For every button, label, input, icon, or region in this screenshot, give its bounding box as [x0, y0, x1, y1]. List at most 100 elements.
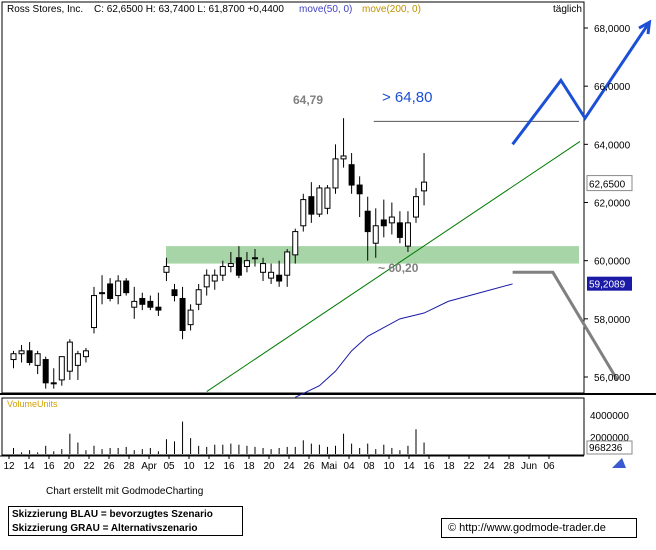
candle-up — [131, 300, 138, 308]
candle-up — [243, 260, 250, 267]
trendline — [206, 141, 581, 392]
ma50-price-box — [587, 276, 632, 291]
candle-up — [187, 309, 194, 326]
candle-up — [203, 274, 210, 288]
volume-tick-label: 4000000 — [590, 411, 629, 422]
legend-blue-scenario: Skizzierung BLAU = bevorzugtes Szenario — [12, 509, 213, 520]
scenario-blue-line — [511, 21, 651, 146]
y-tick-label: 58,0000 — [594, 315, 631, 326]
candle-up — [195, 289, 202, 305]
y-tick-label: 64,0000 — [594, 140, 631, 151]
candle-down — [171, 289, 178, 297]
x-tick-label: 26 — [303, 461, 315, 472]
target-label: > 64,80 — [382, 89, 432, 106]
y-tick-label: 66,0000 — [594, 82, 631, 93]
candle-down — [42, 359, 49, 384]
x-tick-label: 12 — [3, 461, 15, 472]
volume-panel-frame — [1, 397, 585, 456]
source-url[interactable]: © http://www.godmode-trader.de — [441, 518, 637, 538]
candle-up — [66, 341, 73, 372]
x-tick-label: 28 — [123, 461, 135, 472]
candle-down — [26, 350, 33, 363]
candle-down — [364, 210, 371, 233]
candle-up — [82, 350, 89, 358]
x-tick-label: Mai — [321, 461, 337, 472]
candle-up — [34, 353, 41, 366]
candle-up — [316, 187, 323, 215]
candle-up — [300, 199, 307, 227]
candle-up — [10, 353, 17, 361]
x-tick-label: 10 — [383, 461, 395, 472]
x-tick-label: 18 — [243, 461, 255, 472]
candle-down — [348, 164, 355, 186]
volume-title: VolumeUnits — [7, 399, 58, 409]
volume-tick-label: 2000000 — [590, 433, 629, 444]
candle-up — [115, 280, 122, 297]
y-tick-label: 68,0000 — [594, 24, 631, 35]
x-tick-label: 26 — [103, 461, 115, 472]
x-tick-label: 20 — [63, 461, 75, 472]
candle-down — [179, 297, 186, 331]
x-tick-label: 16 — [223, 461, 235, 472]
x-tick-label: 22 — [83, 461, 95, 472]
candle-down — [155, 306, 162, 311]
scroll-icon — [612, 458, 626, 468]
candle-down — [380, 219, 387, 227]
x-tick-label: 10 — [183, 461, 195, 472]
candle-up — [404, 222, 411, 247]
x-tick-label: 14 — [403, 461, 415, 472]
x-tick-label: 04 — [343, 461, 355, 472]
scenario-legend: Skizzierung BLAU = bevorzugtes Szenario … — [8, 506, 243, 536]
support-band — [166, 246, 579, 264]
resistance-label: 64,79 — [293, 93, 323, 107]
price-panel-frame — [1, 1, 585, 394]
candle-up — [50, 382, 57, 385]
chart-credit: Chart erstellt mit GodmodeCharting — [46, 486, 204, 497]
last-price-box — [586, 175, 633, 192]
x-tick-label: Jun — [521, 461, 537, 472]
ma50-legend: move(50, 0) — [299, 4, 352, 15]
x-tick-label: 12 — [203, 461, 215, 472]
x-tick-label: 24 — [283, 461, 295, 472]
y-tick-label: 62,0000 — [594, 199, 631, 210]
scenario-gray-line — [512, 270, 619, 381]
x-tick-label: 22 — [463, 461, 475, 472]
candle-up — [284, 251, 291, 276]
candle-up — [268, 271, 275, 279]
legend-gray-scenario: Skizzierung GRAU = Alternativszenario — [12, 523, 198, 534]
x-tick-label: 24 — [483, 461, 495, 472]
candle-up — [58, 356, 65, 381]
x-tick-label: 14 — [23, 461, 35, 472]
scenario-blue-arrowhead — [638, 19, 652, 35]
candle-up — [372, 225, 379, 244]
candle-down — [107, 283, 114, 299]
last-price-label: 62,6500 — [589, 180, 626, 191]
candle-down — [276, 274, 283, 282]
x-tick-label: 28 — [503, 461, 515, 472]
candle-up — [18, 350, 25, 355]
ma200-legend: move(200, 0) — [362, 4, 421, 15]
x-tick-label: 08 — [363, 461, 375, 472]
candle-down — [139, 297, 146, 305]
x-tick-label: 20 — [263, 461, 275, 472]
x-tick-label: 05 — [163, 461, 175, 472]
candle-up — [292, 231, 299, 256]
candle-up — [99, 292, 106, 295]
candle-up — [91, 295, 97, 329]
candle-up — [219, 265, 226, 276]
support-label: ~ 60,20 — [378, 261, 419, 275]
x-tick-label: 16 — [423, 461, 435, 472]
candle-down — [308, 196, 315, 215]
candle-up — [260, 263, 267, 273]
period-label: täglich — [553, 4, 582, 15]
candle-down — [235, 257, 242, 276]
candle-up — [252, 257, 258, 260]
candle-up — [227, 263, 234, 267]
candle-down — [396, 222, 403, 238]
ma50-price-label: 59,2089 — [589, 280, 626, 291]
candle-up — [74, 353, 81, 366]
candle-up — [413, 196, 419, 218]
x-tick-label: 16 — [43, 461, 55, 472]
ma50-line — [295, 283, 513, 398]
